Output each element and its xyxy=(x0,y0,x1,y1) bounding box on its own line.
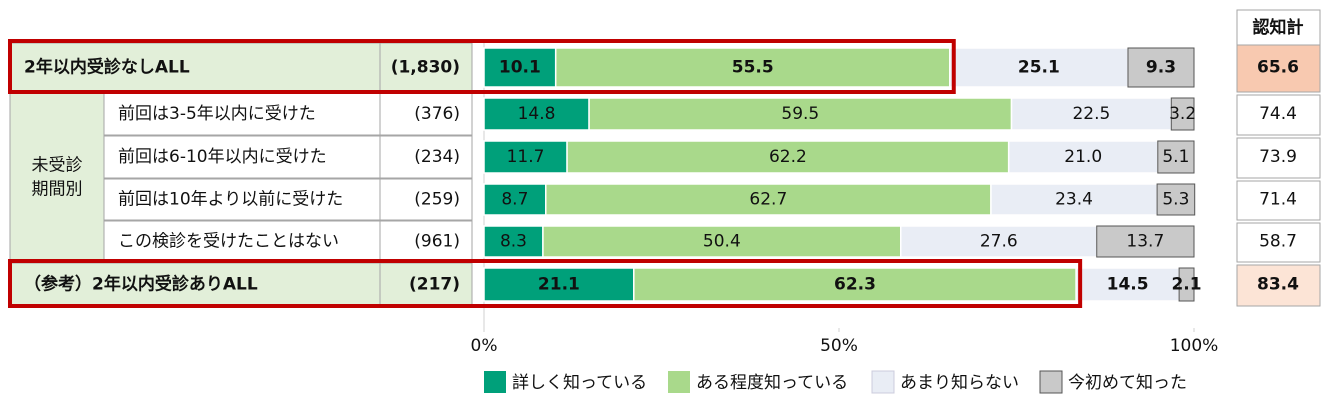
bar-segment xyxy=(1075,267,1180,302)
bar-segment xyxy=(588,97,1013,131)
legend-label: ある程度知っている xyxy=(696,373,848,393)
totals-cell xyxy=(1236,44,1321,93)
value-label: 21.1 xyxy=(538,275,580,295)
n-cell xyxy=(379,178,473,221)
legend-swatch xyxy=(1039,370,1063,394)
value-label: 9.3 xyxy=(1146,58,1176,78)
row-label: 2年以内受診なしALL xyxy=(24,57,190,78)
legend-label: 詳しく知っている xyxy=(512,373,647,393)
bar-segment xyxy=(1170,97,1195,131)
total-value: 58.7 xyxy=(1259,232,1297,252)
row-label: （参考）2年以内受診ありALL xyxy=(24,274,258,295)
value-label: 23.4 xyxy=(1055,190,1093,210)
totals-header: 認知計 xyxy=(1253,17,1304,38)
sample-size: (961) xyxy=(414,232,460,252)
value-label: 62.3 xyxy=(834,275,876,295)
value-label: 5.1 xyxy=(1162,147,1189,167)
row-label-cell xyxy=(103,178,381,221)
value-label: 3.2 xyxy=(1169,104,1196,124)
x-tick-label: 50% xyxy=(820,336,858,356)
totals-cell xyxy=(1236,264,1321,307)
legend-label: あまり知らない xyxy=(900,373,1019,393)
value-label: 21.0 xyxy=(1064,147,1102,167)
sample-size: (217) xyxy=(409,275,460,295)
n-cell xyxy=(379,92,473,136)
highlight-frame xyxy=(8,39,956,94)
value-label: 50.4 xyxy=(703,232,741,252)
row-label: 前回は6-10年以内に受けた xyxy=(118,147,327,167)
n-cell xyxy=(379,220,473,263)
sample-size: (1,830) xyxy=(391,58,460,78)
legend-swatch xyxy=(484,371,506,393)
bar-segment xyxy=(483,97,590,131)
bar-segment xyxy=(545,183,992,216)
row-label: 前回は3-5年以内に受けた xyxy=(118,104,316,124)
totals-cell xyxy=(1236,222,1321,263)
value-label: 62.7 xyxy=(749,190,787,210)
group-cell xyxy=(9,92,105,263)
bar-segment xyxy=(483,225,544,258)
value-label: 22.5 xyxy=(1072,104,1110,124)
bar-segment xyxy=(1157,140,1195,174)
bar-segment xyxy=(483,267,635,302)
bar-segment xyxy=(1096,225,1195,258)
row-label: 前回は10年より以前に受けた xyxy=(118,190,343,210)
totals-cell xyxy=(1236,137,1321,179)
legend-swatch xyxy=(668,371,690,393)
value-label: 10.1 xyxy=(499,58,541,78)
value-label: 25.1 xyxy=(1018,58,1060,78)
legend-swatch xyxy=(871,370,895,394)
value-label: 27.6 xyxy=(980,232,1018,252)
sample-size: (376) xyxy=(414,104,460,124)
totals-cell xyxy=(1236,180,1321,221)
bar-segment xyxy=(483,47,557,88)
bar-segment xyxy=(1127,47,1195,88)
total-value: 73.9 xyxy=(1259,147,1297,167)
value-label: 5.3 xyxy=(1162,190,1189,210)
bar-segment xyxy=(1156,183,1196,216)
sample-size: (234) xyxy=(414,147,460,167)
value-label: 59.5 xyxy=(781,104,819,124)
sample-size: (259) xyxy=(414,190,460,210)
legend-label: 今初めて知った xyxy=(1068,373,1187,393)
bar-segment xyxy=(1010,97,1173,131)
totals-cell xyxy=(1236,94,1321,136)
total-value: 74.4 xyxy=(1259,104,1297,124)
bar-segment xyxy=(990,183,1158,216)
value-label: 2.1 xyxy=(1171,275,1201,295)
n-cell xyxy=(379,135,473,179)
bar-segment xyxy=(1007,140,1159,174)
group-label: 期間別 xyxy=(32,180,83,200)
value-label: 11.7 xyxy=(507,147,545,167)
row-label-cell xyxy=(103,135,381,179)
bar-segment xyxy=(554,47,951,88)
highlight-frame xyxy=(8,259,1083,308)
bar-segment xyxy=(542,225,902,258)
bar-segment xyxy=(949,47,1129,88)
group-label: 未受診 xyxy=(32,156,83,176)
n-cell xyxy=(379,42,473,93)
value-label: 14.8 xyxy=(518,104,556,124)
value-label: 13.7 xyxy=(1126,232,1164,252)
bar-segment xyxy=(1178,267,1195,302)
bar-segment xyxy=(483,140,568,174)
row-label: この検診を受けたことはない xyxy=(118,232,339,252)
x-tick-label: 0% xyxy=(471,336,498,356)
value-label: 62.2 xyxy=(769,147,807,167)
x-tick-label: 100% xyxy=(1170,336,1219,356)
total-value: 83.4 xyxy=(1257,275,1299,295)
bar-segment xyxy=(633,267,1077,302)
value-label: 8.3 xyxy=(500,232,527,252)
n-cell xyxy=(379,262,473,307)
value-label: 8.7 xyxy=(501,190,528,210)
value-label: 55.5 xyxy=(732,58,774,78)
row-label-cell xyxy=(9,42,381,93)
value-label: 14.5 xyxy=(1107,275,1149,295)
total-value: 65.6 xyxy=(1257,58,1299,78)
total-value: 71.4 xyxy=(1259,190,1297,210)
totals-header-cell xyxy=(1236,9,1321,46)
